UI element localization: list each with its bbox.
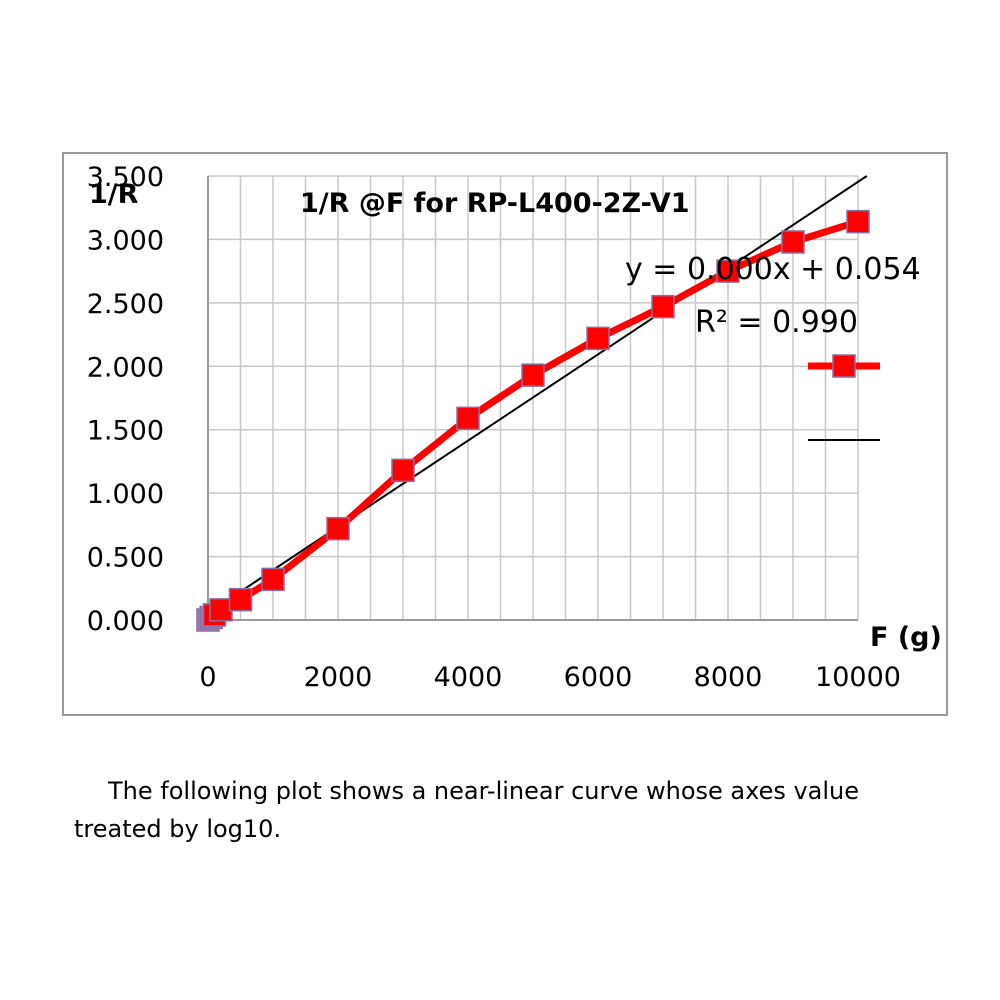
y-tick-label: 2.000: [87, 352, 164, 383]
x-tick-label: 2000: [304, 662, 373, 693]
chart-frame: 0.000 0.500 1.000 1.500 2.000 2.500 3.000 3.500…: [62, 152, 948, 716]
y-tick-label: 1.000: [87, 479, 164, 510]
trendline-equation: y = 0.000x + 0.054: [625, 252, 921, 287]
y-tick-label: 0.000: [87, 606, 164, 637]
legend-series-marker: [832, 354, 856, 378]
data-point-marker: [228, 587, 253, 612]
y-tick-label: 0.500: [87, 543, 164, 574]
y-tick-label: 3.500: [87, 162, 164, 193]
axes: [207, 176, 858, 621]
legend: [808, 354, 880, 441]
data-point-marker: [716, 259, 740, 283]
data-point-marker: [391, 458, 415, 483]
y-axis-label: 1/R: [89, 179, 139, 210]
chart-svg: 0.000 0.500 1.000 1.500 2.000 2.500 3.000 3.500…: [87, 162, 942, 693]
y-tick-label: 3.000: [87, 225, 164, 256]
x-tick-label: 10000: [815, 662, 901, 693]
data-point-marker: [261, 567, 285, 592]
data-point-marker: [846, 209, 870, 234]
chart-title: 1/R @F for RP-L400-2Z-V1: [300, 188, 690, 219]
x-tick-label: 6000: [564, 662, 633, 693]
x-axis-label: F (g): [870, 622, 942, 653]
data-point-marker: [326, 516, 350, 541]
trendline-line: [207, 175, 868, 614]
data-point-marker: [209, 598, 233, 622]
data-point-marker: [586, 326, 610, 351]
trendline: [207, 175, 868, 614]
data-point-marker: [651, 294, 675, 319]
y-tick-labels: 0.000 0.500 1.000 1.500 2.000 2.500 3.000 3.500: [87, 162, 164, 637]
x-tick-label: 4000: [434, 662, 503, 693]
x-tick-label: 0: [199, 662, 216, 693]
x-tick-labels: 0 2000 4000 6000 8000 10000: [199, 662, 901, 693]
x-tick-label: 8000: [694, 662, 763, 693]
y-tick-label: 1.500: [87, 416, 164, 447]
figure-caption: The following plot shows a near-linear c…: [74, 777, 860, 843]
data-markers: [196, 209, 870, 632]
data-point-marker: [521, 363, 545, 387]
data-point-marker: [456, 406, 480, 431]
y-tick-label: 2.500: [87, 289, 164, 320]
data-point-marker: [781, 230, 805, 254]
trendline-r-squared: R² = 0.990: [695, 305, 858, 340]
